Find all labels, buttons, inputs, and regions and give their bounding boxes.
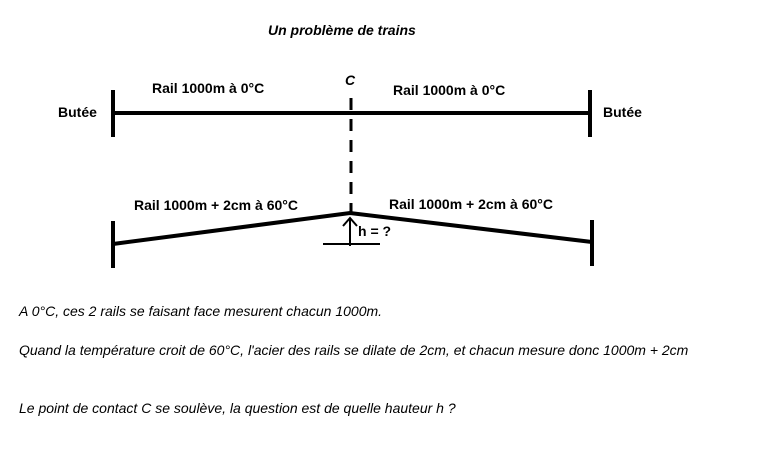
paragraph-2: Quand la température croit de 60°C, l'ac… (19, 342, 689, 358)
rail-cold-right-label: Rail 1000m à 0°C (393, 82, 505, 98)
rail-cold-left-label: Rail 1000m à 0°C (152, 80, 264, 96)
diagram-title: Un problème de trains (268, 22, 416, 38)
rail-hot-right-label: Rail 1000m + 2cm à 60°C (389, 196, 553, 212)
arrow-head-icon (342, 216, 358, 227)
hot-rails-line (112, 210, 593, 246)
point-c-label: C (345, 72, 356, 88)
paragraph-1: A 0°C, ces 2 rails se faisant face mesur… (19, 303, 383, 319)
paragraph-3: Le point de contact C se soulève, la que… (19, 400, 456, 416)
stop-left-label: Butée (58, 104, 97, 120)
height-label: h = ? (358, 223, 391, 239)
rail-hot-left-label: Rail 1000m + 2cm à 60°C (134, 197, 298, 213)
stop-right-label: Butée (603, 104, 642, 120)
